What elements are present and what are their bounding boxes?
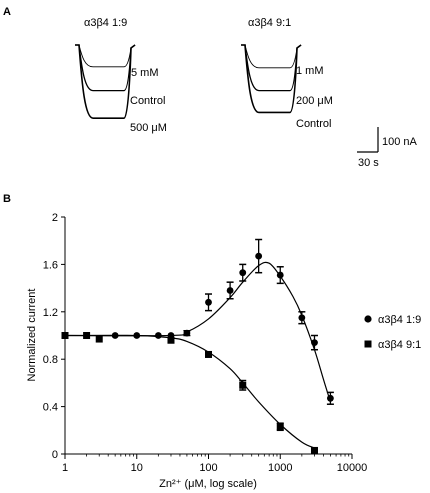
- scale-bar-time-label: 30 s: [358, 157, 379, 169]
- x-tick-label: 100: [199, 462, 217, 474]
- legend-marker-circle: [364, 315, 372, 323]
- y-tick-label: 0.8: [43, 354, 58, 366]
- data-point-circle: [311, 339, 318, 347]
- data-point-square: [61, 332, 69, 339]
- legend-label-2: α3β4 9:1: [378, 339, 421, 351]
- x-tick-label: 10: [131, 462, 143, 474]
- data-point-square: [205, 350, 212, 358]
- legend-item-2: α3β4 9:1: [364, 339, 421, 351]
- recording-left-title: α3β4 1:9: [84, 17, 127, 29]
- x-axis-title: Zn²⁺ (μM, log scale): [159, 478, 257, 490]
- y-tick-label: 0: [52, 449, 58, 461]
- traces-left: [75, 44, 136, 119]
- x-tick-label: 10000: [337, 462, 368, 474]
- data-point-circle: [226, 287, 234, 294]
- legend-label-1: α3β4 1:9: [378, 314, 421, 326]
- legend: α3β4 1:9 α3β4 9:1: [364, 314, 421, 351]
- data-point-circle: [298, 314, 306, 322]
- recording-right-title: α3β4 9:1: [248, 17, 291, 29]
- trace-label-right-2: 200 μM: [296, 95, 333, 107]
- data-point-circle: [327, 394, 334, 402]
- current-trace-left-1: [75, 44, 136, 68]
- legend-marker-square: [364, 340, 372, 348]
- y-tick-label: 1.6: [43, 259, 58, 271]
- data-point-square: [276, 423, 284, 431]
- y-axis-title: Normalized current: [26, 289, 38, 382]
- y-tick-label: 2: [52, 212, 58, 224]
- data-point-circle: [205, 298, 212, 306]
- data-point-square: [239, 381, 247, 389]
- data-point-circle: [255, 252, 263, 260]
- panel-a-label: A: [3, 6, 11, 18]
- legend-item-1: α3β4 1:9: [364, 314, 421, 326]
- data-point-square: [83, 332, 91, 339]
- plot-area: [61, 238, 334, 454]
- data-point-circle: [239, 269, 247, 277]
- data-point-circle: [276, 271, 284, 279]
- x-tick-label: 1: [62, 462, 68, 474]
- scale-bar: 100 nA 30 s: [357, 127, 418, 169]
- y-ticks: 0 0.4 0.8 1.2 1.6 2: [43, 212, 65, 461]
- data-point-circle: [183, 329, 191, 337]
- trace-label-right-1: 1 mM: [296, 65, 324, 77]
- current-trace-right-1: [241, 44, 302, 69]
- fit-curve-series-2: [64, 334, 315, 449]
- traces-right: [241, 44, 302, 114]
- data-point-square: [95, 335, 103, 343]
- current-trace-left-2: [75, 44, 136, 92]
- current-trace-right-3: [241, 44, 302, 114]
- trace-label-left-2: Control: [130, 95, 165, 107]
- x-tick-label: 1000: [268, 462, 292, 474]
- data-point-circle: [154, 332, 162, 339]
- trace-label-right-3: Control: [296, 118, 331, 130]
- recording-right: α3β4 9:1 1 mM 200 μM Control: [241, 17, 333, 130]
- fit-curve-series-1: [64, 261, 331, 403]
- panel-b: B 0 0.4 0.8 1.2 1.6 2 1 10 100 1000 10000 Normali…: [3, 193, 421, 490]
- trace-label-left-1: 5 mM: [131, 67, 159, 79]
- x-ticks: 1 10 100 1000 10000: [62, 454, 367, 474]
- y-tick-label: 1.2: [43, 307, 58, 319]
- scale-bar-current-label: 100 nA: [382, 136, 418, 148]
- recording-left: α3β4 1:9 5 mM Control 500 μM: [75, 17, 167, 134]
- current-trace-left-3: [75, 44, 136, 119]
- y-tick-label: 0.4: [43, 402, 58, 414]
- panel-a: A α3β4 1:9 5 mM Control 500 μM α3β4 9:1 …: [3, 6, 418, 169]
- data-point-square: [310, 446, 318, 454]
- data-point-square: [167, 336, 175, 344]
- panel-b-label: B: [3, 193, 11, 205]
- trace-label-left-3: 500 μM: [130, 122, 167, 134]
